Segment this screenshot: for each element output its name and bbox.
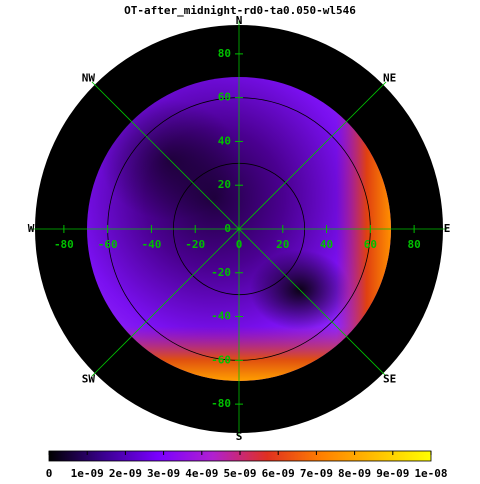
y-tick-label: -40 bbox=[211, 310, 231, 323]
direction-label: E bbox=[444, 222, 451, 235]
colorbar-tick-label: 1e-09 bbox=[71, 467, 104, 480]
y-tick-label: 20 bbox=[218, 178, 231, 191]
x-tick-label: -20 bbox=[185, 238, 205, 251]
x-tick-label: 20 bbox=[276, 238, 289, 251]
direction-label: NE bbox=[383, 71, 396, 84]
direction-label: W bbox=[28, 222, 35, 235]
colorbar-tick-label: 0 bbox=[46, 467, 53, 480]
y-tick-label: 40 bbox=[218, 134, 231, 147]
direction-label: NW bbox=[82, 71, 96, 84]
y-tick-label: 60 bbox=[218, 91, 231, 104]
x-tick-label: 40 bbox=[320, 238, 333, 251]
x-tick-label: 60 bbox=[364, 238, 377, 251]
x-tick-label: -40 bbox=[142, 238, 162, 251]
colorbar-tick-label: 8e-09 bbox=[338, 467, 371, 480]
direction-label: SW bbox=[82, 373, 96, 386]
colorbar-tick-label: 2e-09 bbox=[109, 467, 142, 480]
chart-title: OT-after_midnight-rd0-ta0.050-wl546 bbox=[124, 4, 356, 17]
y-tick-label: -80 bbox=[211, 397, 231, 410]
x-tick-label: -60 bbox=[98, 238, 118, 251]
y-tick-label: -60 bbox=[211, 353, 231, 366]
colorbar-tick-label: 6e-09 bbox=[262, 467, 295, 480]
y-tick-label: 0 bbox=[224, 222, 231, 235]
direction-label: S bbox=[236, 430, 243, 443]
direction-label: N bbox=[236, 14, 243, 27]
colorbar-tick-label: 4e-09 bbox=[185, 467, 218, 480]
x-tick-label: 0 bbox=[236, 238, 243, 251]
colorbar-tick-label: 9e-09 bbox=[376, 467, 409, 480]
x-tick-label: -80 bbox=[54, 238, 74, 251]
colorbar-tick-label: 5e-09 bbox=[223, 467, 256, 480]
y-tick-label: -20 bbox=[211, 266, 231, 279]
direction-label: SE bbox=[383, 373, 396, 386]
colorbar-tick-label: 3e-09 bbox=[147, 467, 180, 480]
colorbar-tick-label: 1e-08 bbox=[414, 467, 447, 480]
y-tick-label: 80 bbox=[218, 47, 231, 60]
x-tick-label: 80 bbox=[407, 238, 420, 251]
colorbar-tick-label: 7e-09 bbox=[300, 467, 333, 480]
